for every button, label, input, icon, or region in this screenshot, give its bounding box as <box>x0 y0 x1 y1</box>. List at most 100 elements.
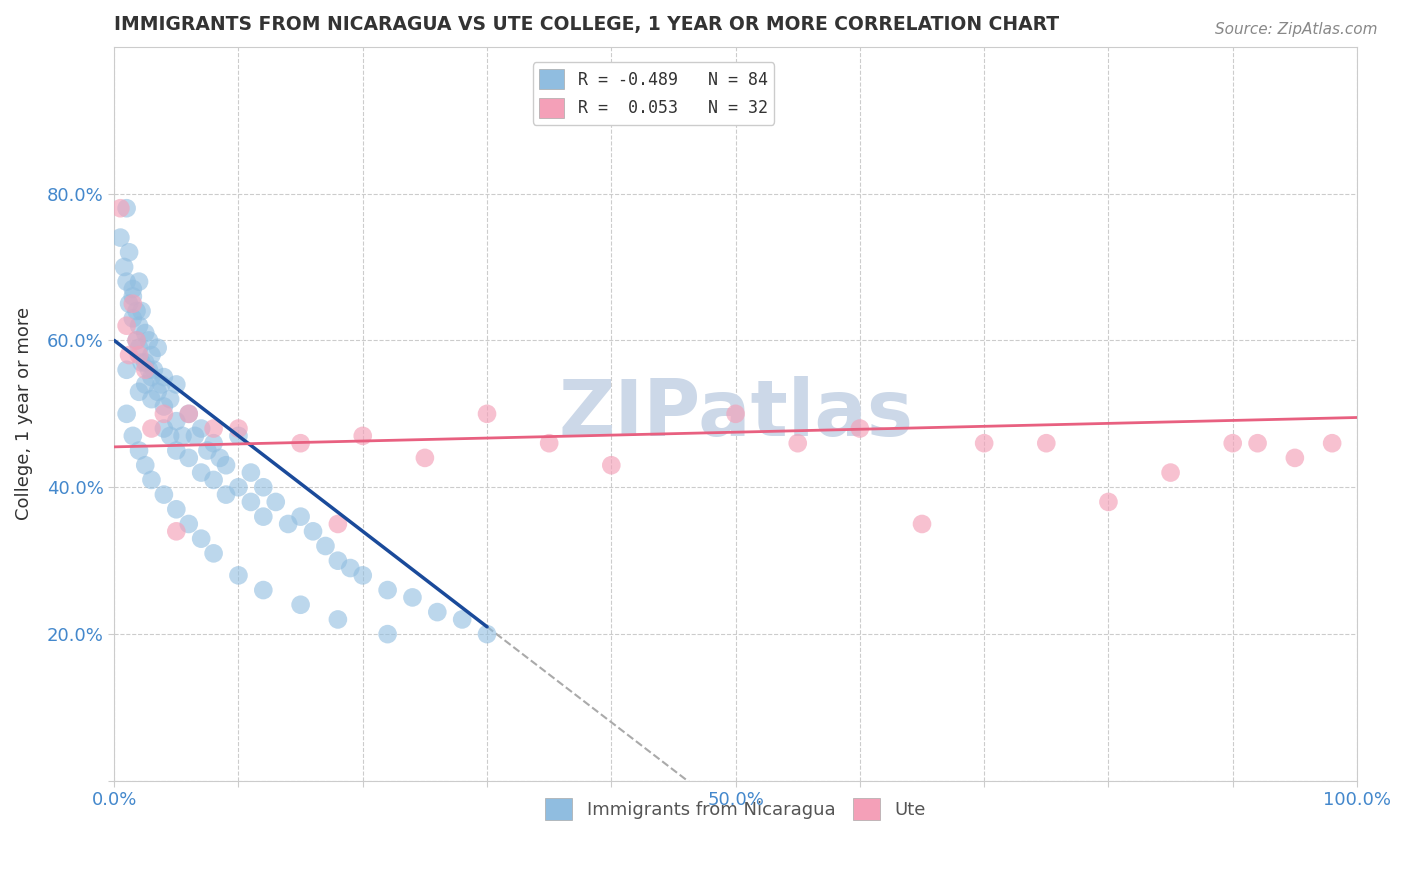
Point <box>125 304 148 318</box>
Point <box>138 363 160 377</box>
Text: ZIPatlas: ZIPatlas <box>558 376 912 452</box>
Text: IMMIGRANTS FROM NICARAGUA VS UTE COLLEGE, 1 YEAR OR MORE CORRELATION CHART: IMMIGRANTS FROM NICARAGUA VS UTE COLLEGE… <box>114 15 1059 34</box>
Point <box>1284 450 1306 465</box>
Point <box>128 384 150 399</box>
Point <box>239 466 262 480</box>
Point <box>401 591 423 605</box>
Point <box>1097 495 1119 509</box>
Point <box>326 554 349 568</box>
Point <box>141 473 163 487</box>
Point <box>190 466 212 480</box>
Point <box>153 400 176 414</box>
Point <box>215 487 238 501</box>
Point <box>172 429 194 443</box>
Point <box>724 407 747 421</box>
Point <box>159 392 181 406</box>
Point <box>184 429 207 443</box>
Point <box>153 487 176 501</box>
Point <box>150 377 173 392</box>
Point <box>115 201 138 215</box>
Point <box>128 341 150 355</box>
Point <box>326 612 349 626</box>
Point <box>277 516 299 531</box>
Point <box>118 296 141 310</box>
Point <box>197 443 219 458</box>
Point <box>228 429 250 443</box>
Point <box>118 348 141 362</box>
Point <box>290 436 312 450</box>
Point <box>112 260 135 274</box>
Point <box>339 561 361 575</box>
Point <box>302 524 325 539</box>
Point <box>202 436 225 450</box>
Point <box>153 370 176 384</box>
Point <box>141 370 163 384</box>
Point <box>326 516 349 531</box>
Point <box>538 436 561 450</box>
Point <box>1320 436 1343 450</box>
Point <box>786 436 808 450</box>
Point <box>121 296 143 310</box>
Point <box>290 598 312 612</box>
Point <box>177 407 200 421</box>
Point <box>475 407 498 421</box>
Point <box>128 443 150 458</box>
Point <box>115 407 138 421</box>
Text: Source: ZipAtlas.com: Source: ZipAtlas.com <box>1215 22 1378 37</box>
Point <box>290 509 312 524</box>
Point <box>138 334 160 348</box>
Point <box>208 450 231 465</box>
Point <box>128 275 150 289</box>
Point <box>165 524 187 539</box>
Point <box>911 516 934 531</box>
Point <box>451 612 474 626</box>
Point <box>110 230 132 244</box>
Point <box>115 363 138 377</box>
Point <box>600 458 623 473</box>
Point <box>202 473 225 487</box>
Point <box>252 583 274 598</box>
Point <box>134 363 156 377</box>
Point <box>426 605 449 619</box>
Point <box>228 568 250 582</box>
Point <box>121 282 143 296</box>
Point <box>202 421 225 435</box>
Point <box>115 275 138 289</box>
Point <box>377 627 399 641</box>
Point <box>141 421 163 435</box>
Point <box>228 480 250 494</box>
Point <box>1035 436 1057 450</box>
Point <box>165 502 187 516</box>
Point <box>131 355 153 369</box>
Point <box>153 421 176 435</box>
Point <box>1160 466 1182 480</box>
Point <box>228 421 250 435</box>
Point <box>125 334 148 348</box>
Point <box>849 421 872 435</box>
Point <box>146 384 169 399</box>
Point <box>128 348 150 362</box>
Point <box>165 377 187 392</box>
Point <box>973 436 995 450</box>
Point <box>115 318 138 333</box>
Legend: Immigrants from Nicaragua, Ute: Immigrants from Nicaragua, Ute <box>538 790 934 827</box>
Point <box>475 627 498 641</box>
Point <box>413 450 436 465</box>
Point <box>239 495 262 509</box>
Point <box>264 495 287 509</box>
Point <box>352 429 374 443</box>
Point <box>202 546 225 560</box>
Point <box>252 480 274 494</box>
Point <box>128 318 150 333</box>
Point <box>314 539 336 553</box>
Point <box>159 429 181 443</box>
Point <box>142 363 165 377</box>
Point <box>134 377 156 392</box>
Point <box>177 516 200 531</box>
Point <box>165 414 187 428</box>
Point <box>215 458 238 473</box>
Point <box>141 392 163 406</box>
Point <box>110 201 132 215</box>
Point <box>125 334 148 348</box>
Y-axis label: College, 1 year or more: College, 1 year or more <box>15 307 32 520</box>
